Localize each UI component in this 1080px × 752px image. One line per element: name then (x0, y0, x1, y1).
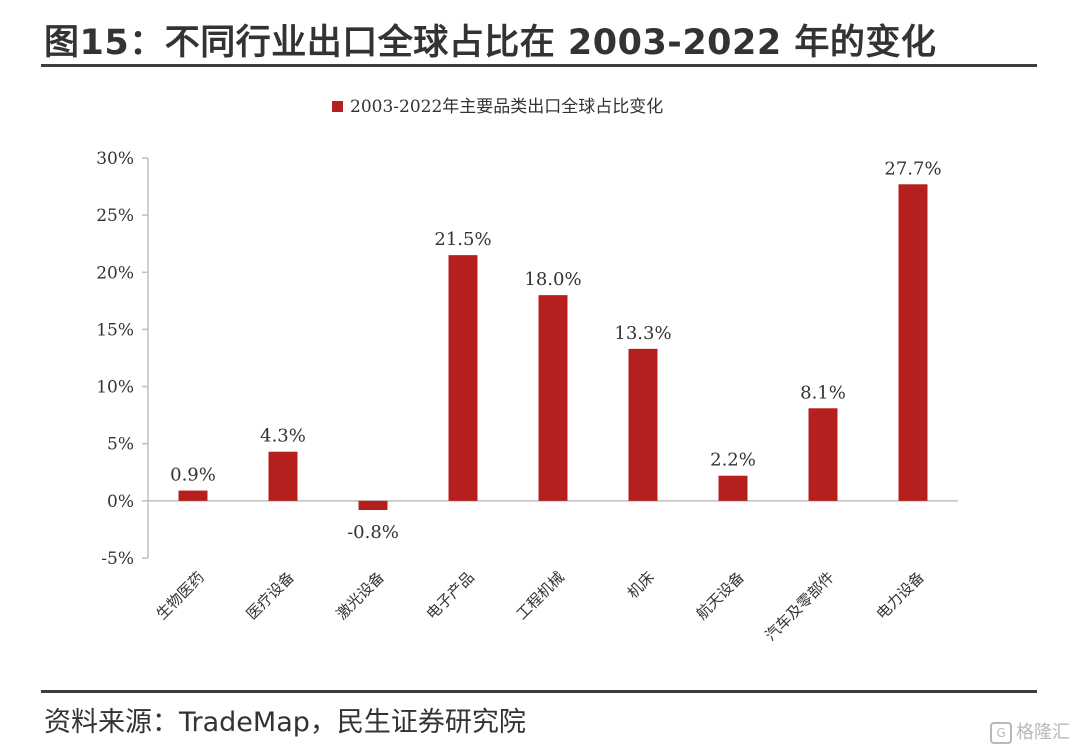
category-label: 电子产品 (423, 568, 478, 623)
y-tick-label: 0% (107, 492, 134, 512)
y-tick-label: 30% (96, 149, 134, 169)
y-tick-label: -5% (101, 549, 134, 569)
watermark: G 格隆汇 (990, 718, 1070, 744)
bar (718, 475, 748, 501)
bar (808, 408, 838, 501)
bar (538, 295, 568, 501)
category-label: 医疗设备 (243, 568, 298, 623)
legend-label: 2003-2022年主要品类出口全球占比变化 (350, 97, 663, 117)
data-label: 21.5% (434, 229, 491, 250)
watermark-text: 格隆汇 (1016, 722, 1070, 743)
bar (178, 490, 208, 501)
data-label: 13.3% (614, 323, 671, 344)
data-label: 8.1% (800, 382, 846, 403)
category-label: 汽车及零部件 (761, 568, 837, 644)
y-tick-label: 15% (96, 320, 134, 340)
bar (628, 348, 658, 501)
data-label: -0.8% (347, 522, 399, 543)
bar (268, 451, 298, 501)
data-label: 0.9% (170, 465, 216, 486)
y-tick-label: 10% (96, 378, 134, 398)
data-label: 4.3% (260, 426, 306, 447)
data-label: 2.2% (710, 450, 756, 471)
y-tick-label: 20% (96, 263, 134, 283)
y-tick-label: 5% (107, 435, 134, 455)
bar (448, 255, 478, 501)
title-underline (41, 64, 1037, 67)
category-label: 激光设备 (333, 568, 388, 623)
source-note: 资料来源：TradeMap，民生证券研究院 (44, 707, 526, 738)
legend-swatch (332, 101, 343, 112)
watermark-logo-icon: G (990, 722, 1012, 744)
category-label: 工程机械 (513, 568, 568, 623)
data-label: 18.0% (524, 269, 581, 290)
bar (898, 184, 928, 501)
category-label: 机床 (624, 568, 658, 602)
figure-title: 图15：不同行业出口全球占比在 2003-2022 年的变化 (44, 23, 937, 63)
category-label: 航天设备 (693, 568, 748, 623)
source-divider (41, 690, 1037, 693)
data-label: 27.7% (884, 158, 941, 179)
category-label: 电力设备 (873, 568, 928, 623)
category-label: 生物医药 (153, 568, 208, 623)
bar-chart: 2003-2022年主要品类出口全球占比变化 30% 25% 20% 15% 10% 5% 0… (96, 97, 958, 644)
y-tick-label: 25% (96, 206, 134, 226)
bar (358, 500, 388, 510)
